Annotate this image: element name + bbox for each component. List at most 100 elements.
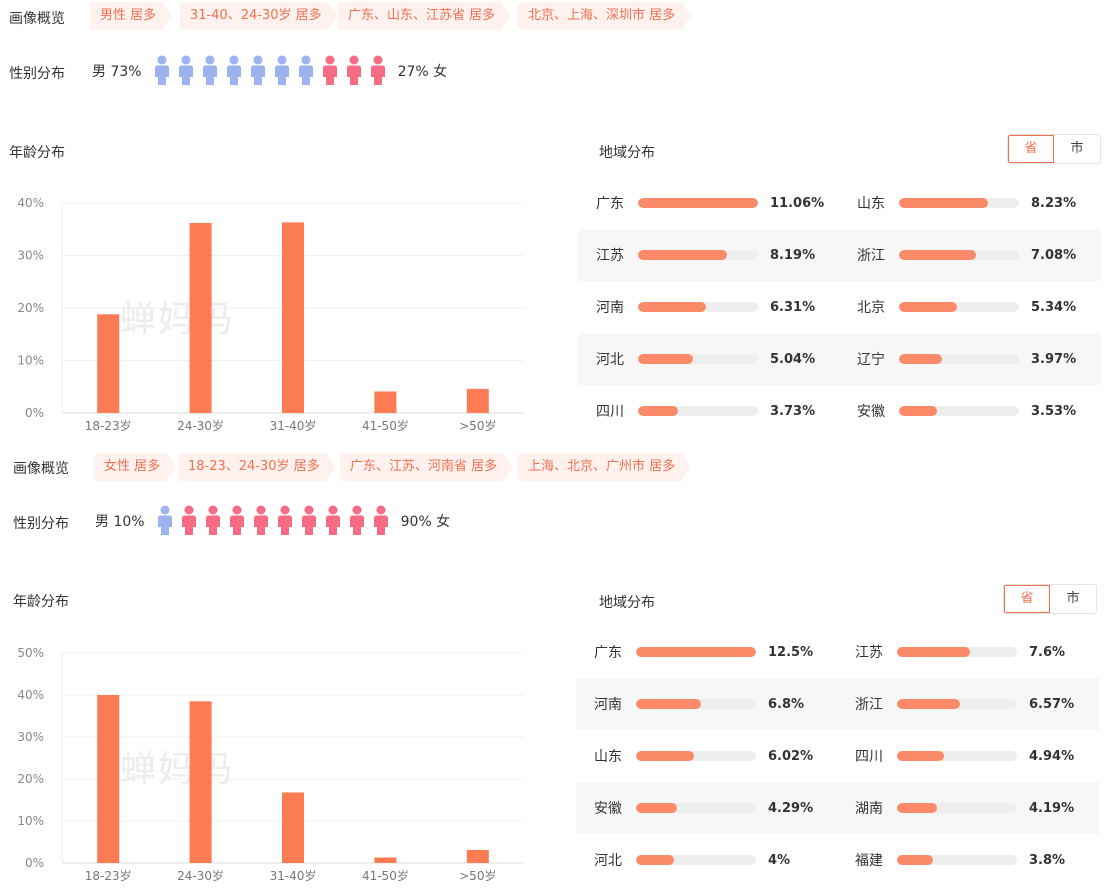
province-toggle-button[interactable]: 省 bbox=[1004, 585, 1050, 613]
y-tick-label: 10% bbox=[17, 354, 44, 368]
region-item: 浙江 6.57% bbox=[837, 694, 1098, 714]
x-tick-label: >50岁 bbox=[459, 418, 496, 433]
region-name: 河南 bbox=[594, 697, 622, 713]
y-tick-label: 30% bbox=[17, 730, 44, 744]
tag-city: 上海、北京、广州市 居多 bbox=[518, 453, 691, 481]
female-person-icon bbox=[253, 505, 268, 535]
overview-label: 画像概览 bbox=[13, 461, 69, 477]
age-bar[interactable] bbox=[282, 222, 304, 413]
age-bar[interactable] bbox=[374, 857, 397, 863]
region-row: 河南 6.31% 北京 5.34% bbox=[578, 281, 1101, 333]
female-person-icon bbox=[370, 55, 385, 85]
region-bar-fill bbox=[638, 406, 679, 416]
region-bar-fill bbox=[899, 406, 938, 416]
region-item: 福建 3.8% bbox=[837, 850, 1098, 870]
y-tick-label: 50% bbox=[17, 646, 44, 660]
tag-list: 男性 居多 31-40、24-30岁 居多 广东、山东、江苏省 居多 北京、上海… bbox=[90, 2, 710, 30]
female-person-icon bbox=[277, 505, 292, 535]
region-name: 河南 bbox=[596, 300, 624, 316]
region-bar-track bbox=[636, 699, 756, 709]
tag-gender: 女性 居多 bbox=[94, 453, 176, 481]
male-person-icon bbox=[178, 55, 193, 85]
region-item: 浙江 7.08% bbox=[839, 245, 1100, 265]
overview-label: 画像概览 bbox=[9, 11, 65, 27]
region-bar-track bbox=[638, 198, 758, 208]
watermark-text: 蝉妈妈 bbox=[120, 299, 235, 340]
age-bar[interactable] bbox=[282, 792, 304, 863]
region-bar-fill bbox=[636, 855, 675, 865]
region-bar-track bbox=[636, 647, 756, 657]
watermark: 蝉妈妈 bbox=[120, 290, 234, 342]
province-toggle-button[interactable]: 省 bbox=[1008, 135, 1054, 163]
age-bar[interactable] bbox=[97, 314, 120, 413]
tag-city: 北京、上海、深圳市 居多 bbox=[518, 2, 691, 30]
region-item: 安徽 3.53% bbox=[839, 401, 1100, 421]
region-bar-fill bbox=[899, 302, 957, 312]
region-title: 地域分布 bbox=[599, 145, 655, 161]
city-toggle-button[interactable]: 市 bbox=[1050, 585, 1096, 613]
age-bar[interactable] bbox=[189, 222, 212, 413]
age-bar[interactable] bbox=[189, 701, 212, 863]
tag-list: 女性 居多 18-23、24-30岁 居多 广东、江苏、河南省 居多 上海、北京… bbox=[94, 453, 714, 481]
region-row: 山东 6.02% 四川 4.94% bbox=[576, 730, 1099, 782]
y-tick-label: 30% bbox=[17, 249, 44, 263]
city-toggle-button[interactable]: 市 bbox=[1054, 135, 1100, 163]
region-list: 广东 11.06% 山东 8.23% 江苏 8.19% 浙江 7.08% 河南 6.31% 北京 5.… bbox=[578, 177, 1101, 437]
region-item: 河南 6.31% bbox=[578, 297, 839, 317]
tag-gender: 男性 居多 bbox=[90, 2, 172, 30]
region-bar-fill bbox=[897, 751, 945, 761]
male-person-icon bbox=[298, 55, 313, 85]
region-bar-track bbox=[897, 803, 1017, 813]
region-toggle: 省 市 bbox=[1003, 584, 1097, 614]
region-value: 6.02% bbox=[768, 748, 814, 764]
region-item: 河南 6.8% bbox=[576, 694, 837, 714]
y-tick-label: 20% bbox=[17, 301, 44, 315]
x-tick-label: 41-50岁 bbox=[362, 868, 409, 883]
region-item: 四川 4.94% bbox=[837, 746, 1098, 766]
tag-province: 广东、山东、江苏省 居多 bbox=[338, 2, 511, 30]
age-bar[interactable] bbox=[97, 695, 120, 863]
age-bar-chart: 0% 10% 20% 30% 40% 18-23岁 24-30岁 31-40岁 41-50岁 >5… bbox=[17, 196, 524, 433]
x-tick-label: 24-30岁 bbox=[177, 418, 224, 433]
y-tick-label: 40% bbox=[17, 688, 44, 702]
gender-distribution: 男 73% 27% 女 bbox=[92, 55, 447, 87]
region-bar-track bbox=[899, 354, 1019, 364]
region-bar-fill bbox=[638, 250, 727, 260]
region-value: 6.31% bbox=[770, 299, 816, 315]
age-bar[interactable] bbox=[374, 391, 397, 413]
region-name: 浙江 bbox=[857, 248, 885, 264]
region-name: 湖南 bbox=[855, 801, 883, 817]
region-item: 广东 11.06% bbox=[578, 193, 839, 213]
region-item: 四川 3.73% bbox=[578, 401, 839, 421]
region-bar-track bbox=[899, 250, 1019, 260]
region-bar-fill bbox=[638, 302, 707, 312]
male-person-icon bbox=[154, 55, 169, 85]
region-name: 四川 bbox=[596, 404, 624, 420]
region-bar-track bbox=[638, 302, 758, 312]
female-person-icon bbox=[205, 505, 220, 535]
region-value: 5.34% bbox=[1031, 299, 1077, 315]
region-value: 7.08% bbox=[1031, 247, 1077, 263]
region-item: 山东 8.23% bbox=[839, 193, 1100, 213]
age-title: 年龄分布 bbox=[9, 145, 65, 161]
region-value: 3.8% bbox=[1029, 852, 1066, 868]
x-tick-label: 31-40岁 bbox=[270, 868, 317, 883]
region-value: 4.94% bbox=[1029, 748, 1075, 764]
region-bar-fill bbox=[897, 699, 961, 709]
region-value: 4.29% bbox=[768, 800, 814, 816]
region-item: 河北 4% bbox=[576, 850, 837, 870]
tag-age: 31-40、24-30岁 居多 bbox=[180, 2, 338, 30]
region-bar-track bbox=[638, 354, 758, 364]
region-bar-fill bbox=[638, 354, 693, 364]
gender-label: 性别分布 bbox=[9, 66, 65, 82]
x-tick-label: 31-40岁 bbox=[270, 418, 317, 433]
region-bar-fill bbox=[638, 198, 758, 208]
region-bar-fill bbox=[897, 803, 938, 813]
region-bar-track bbox=[897, 751, 1017, 761]
age-bar[interactable] bbox=[466, 388, 489, 413]
age-bar[interactable] bbox=[466, 849, 489, 863]
y-tick-label: 0% bbox=[25, 856, 44, 870]
region-bar-track bbox=[636, 855, 756, 865]
x-tick-label: >50岁 bbox=[459, 868, 496, 883]
region-bar-track bbox=[899, 406, 1019, 416]
